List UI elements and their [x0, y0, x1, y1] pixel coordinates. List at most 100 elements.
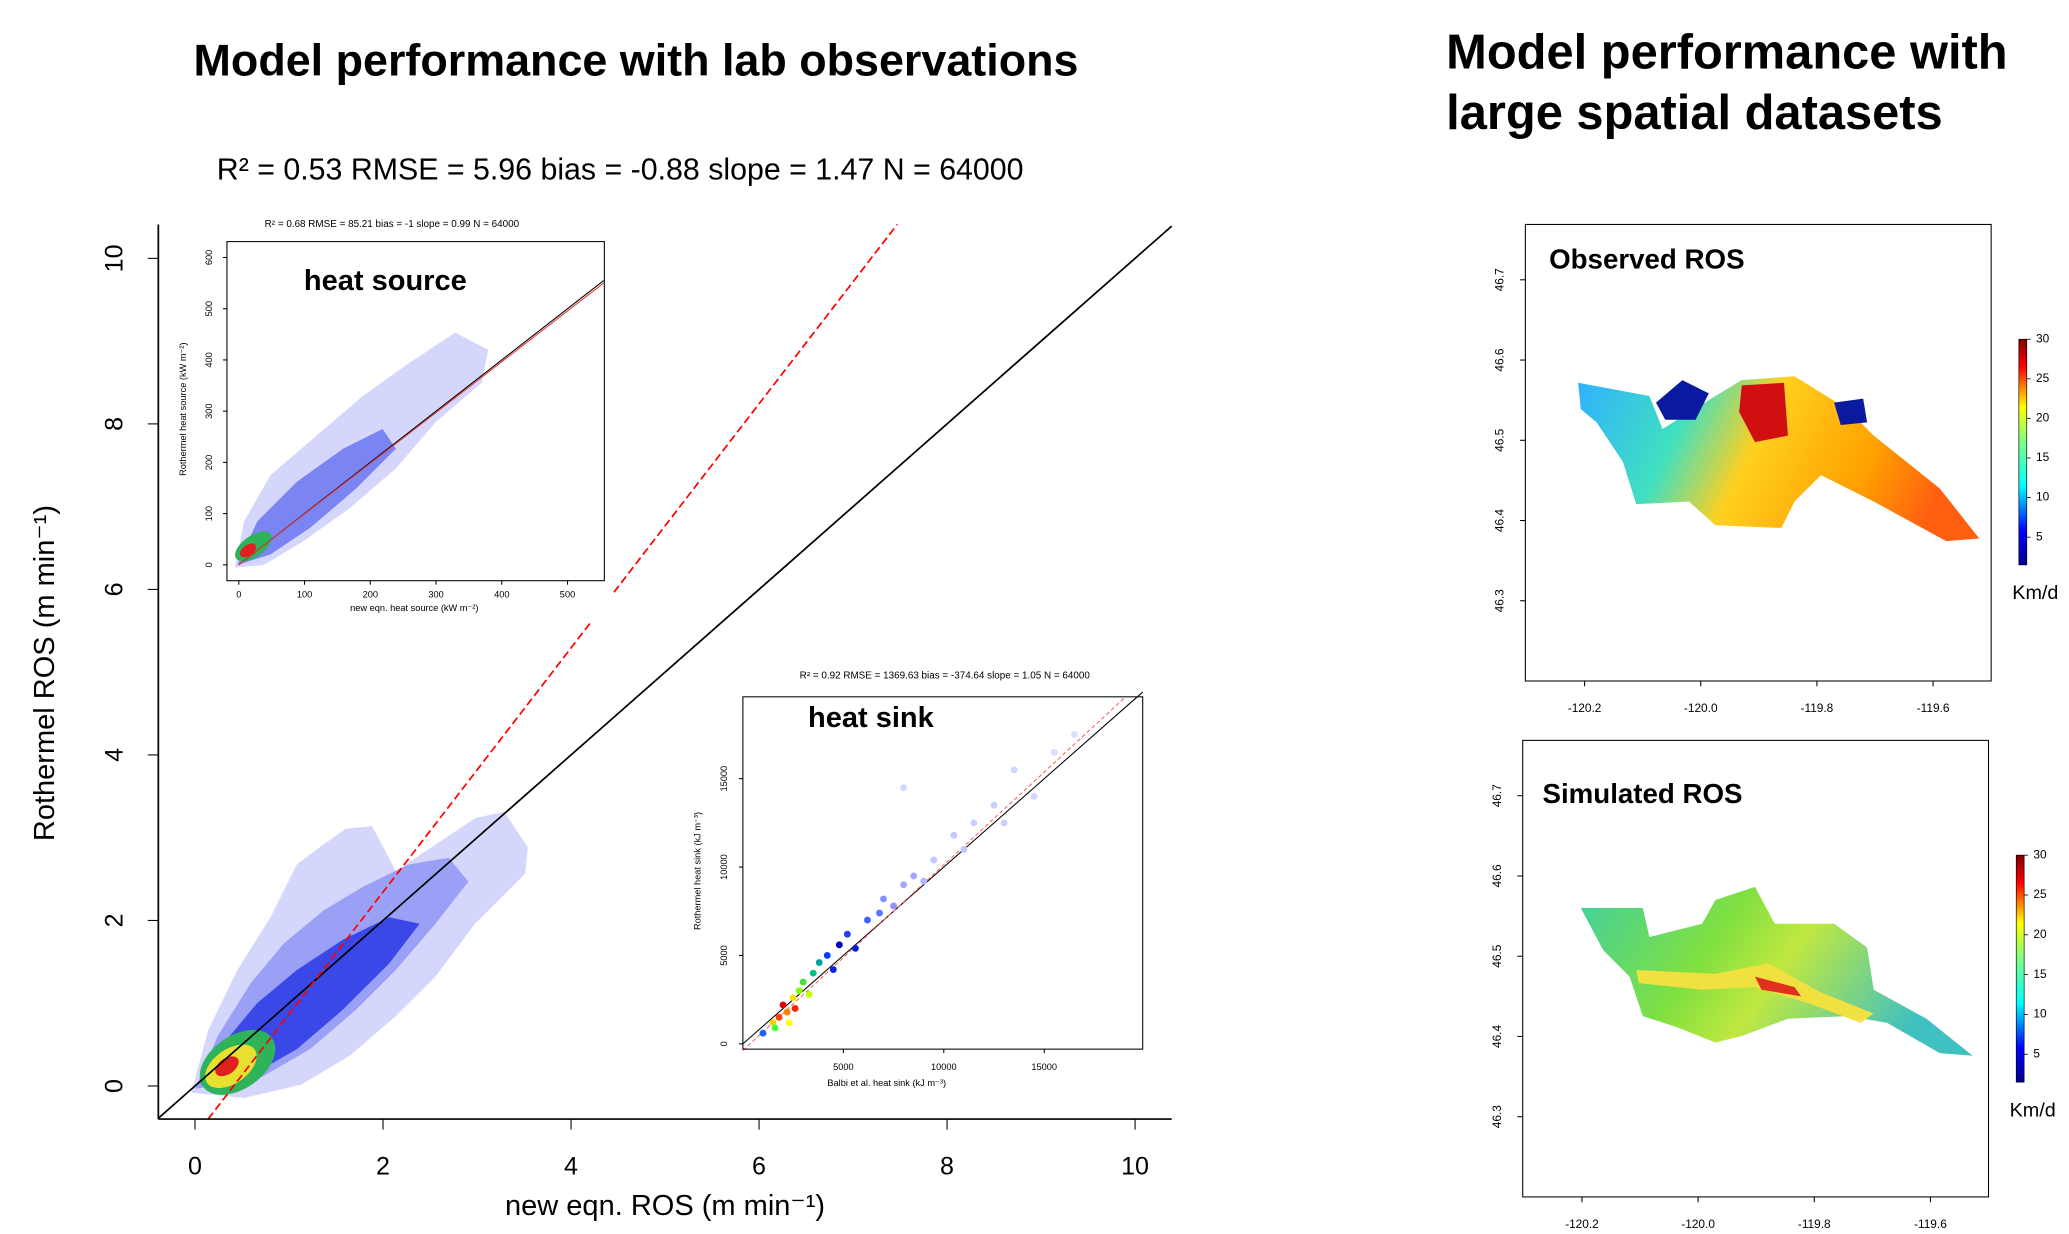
point — [775, 1013, 783, 1021]
y-tick-label: 5000 — [719, 945, 729, 966]
colorbar — [2015, 854, 2025, 1083]
point — [890, 902, 898, 910]
y-tick-label: 2 — [101, 913, 129, 927]
raster — [1655, 380, 1709, 420]
point — [1000, 819, 1008, 827]
point — [950, 831, 958, 839]
x-tick-label: 5000 — [833, 1062, 854, 1072]
point — [769, 1019, 777, 1027]
y-tick-label: 46.5 — [1490, 944, 1504, 967]
y-tick-label: 0 — [719, 1041, 729, 1046]
y-tick-label: 400 — [204, 352, 214, 367]
heat-sink-inset: 5000 10000 15000 0 5000 10000 15000 Balbi et al… — [679, 659, 1155, 1096]
point — [835, 941, 843, 949]
colorbar-tick-label: 20 — [2036, 411, 2050, 425]
y-tick-label: 600 — [204, 250, 214, 265]
x-tick-label: 200 — [363, 590, 378, 600]
colorbar-tick-label: 30 — [2033, 847, 2047, 861]
point — [789, 994, 797, 1002]
raster — [1754, 976, 1802, 997]
x-tick-label: 300 — [428, 590, 443, 600]
colorbar-tick-label: 30 — [2036, 331, 2050, 345]
x-tick-label: 400 — [494, 590, 509, 600]
point — [823, 952, 831, 959]
x-tick-label: 500 — [560, 590, 575, 600]
x-tick-label: -120.2 — [1565, 1217, 1599, 1231]
point — [970, 819, 978, 827]
right-title: large spatial datasets — [1446, 86, 1943, 140]
stats-annotation: R² = 0.53 RMSE = 5.96 bias = -0.88 slope… — [217, 154, 1024, 187]
stats-annotation: R² = 0.92 RMSE = 1369.63 bias = -374.64 … — [800, 670, 1091, 681]
point — [930, 856, 938, 864]
y-tick-label: 300 — [204, 403, 214, 418]
point — [771, 1024, 779, 1032]
point — [920, 877, 928, 885]
point — [805, 990, 813, 998]
x-tick-label: -120.0 — [1684, 701, 1718, 715]
colorbar-tick-label: 15 — [2036, 450, 2050, 464]
y-tick-label: 100 — [204, 506, 214, 521]
y-tick-label: 46.7 — [1492, 268, 1506, 291]
y-tick-label: 46.7 — [1490, 784, 1504, 807]
series-line — [742, 691, 1144, 1045]
series-line — [238, 282, 605, 566]
colorbar-label: Km/d — [2010, 1099, 2056, 1121]
point — [843, 930, 851, 938]
y-tick-label: 200 — [204, 455, 214, 470]
x-tick-label: -119.6 — [1917, 701, 1950, 715]
y-tick-label: 46.4 — [1490, 1025, 1504, 1048]
stats-annotation: R² = 0.68 RMSE = 85.21 bias = -1 slope =… — [265, 219, 520, 230]
colorbar-tick-label: 25 — [2036, 371, 2050, 385]
y-tick-label: 500 — [204, 301, 214, 316]
x-tick-label: 2 — [376, 1153, 390, 1181]
point — [829, 966, 837, 974]
y-tick-label: 46.4 — [1492, 509, 1506, 532]
y-tick-label: 46.3 — [1492, 589, 1506, 612]
x-tick-label: 0 — [236, 590, 241, 600]
point — [864, 916, 871, 924]
heat-source-inset: 0 100 200 300 400 500 0 100 200 300 400 500 600 new e… — [168, 211, 614, 623]
raster — [1739, 382, 1788, 443]
colorbar-tick-label: 10 — [2033, 1007, 2047, 1021]
x-tick-label: 10000 — [931, 1062, 957, 1072]
y-tick-label: 46.3 — [1490, 1105, 1504, 1128]
x-tick-label: -119.6 — [1914, 1217, 1947, 1231]
x-tick-label: -120.2 — [1568, 701, 1602, 715]
colorbar-tick-label: 10 — [2036, 490, 2050, 504]
series-line — [157, 225, 1173, 1119]
plot-frame — [742, 696, 1144, 1050]
y-axis-label: Rothermel heat source (kW m⁻²) — [178, 342, 188, 475]
y-axis-label: Rothermel heat sink (kJ m⁻³) — [692, 812, 702, 930]
x-tick-label: 8 — [940, 1153, 954, 1181]
point — [1070, 731, 1078, 738]
y-tick-label: 0 — [204, 562, 214, 567]
y-axis-label: Rothermel ROS (m min⁻¹) — [29, 505, 61, 841]
y-tick-label: 15000 — [719, 766, 729, 792]
point — [851, 944, 859, 952]
colorbar-tick-label: 25 — [2033, 887, 2047, 901]
x-tick-label: -120.0 — [1681, 1217, 1715, 1231]
colorbar-tick-label: 5 — [2033, 1046, 2040, 1060]
point — [783, 1008, 791, 1016]
series-line — [742, 697, 1125, 1051]
point — [900, 881, 908, 889]
x-tick-label: 6 — [752, 1153, 766, 1181]
series-line — [207, 223, 898, 1120]
y-tick-label: 10 — [101, 244, 129, 272]
y-tick-label: 46.6 — [1490, 864, 1504, 887]
point — [1050, 748, 1058, 756]
point — [809, 969, 817, 977]
y-tick-label: 10000 — [719, 854, 729, 880]
plot-frame — [1522, 739, 1990, 1198]
raster — [1834, 398, 1868, 426]
point — [910, 872, 918, 880]
colorbar-label: Km/d — [2012, 582, 2058, 604]
panel-label: heat source — [304, 265, 467, 297]
x-tick-label: 10 — [1121, 1153, 1149, 1181]
panel-label: Observed ROS — [1549, 244, 1744, 275]
point — [791, 1005, 799, 1012]
x-axis-label: new eqn. heat source (kW m⁻²) — [350, 603, 478, 613]
x-tick-label: -119.8 — [1798, 1217, 1831, 1231]
